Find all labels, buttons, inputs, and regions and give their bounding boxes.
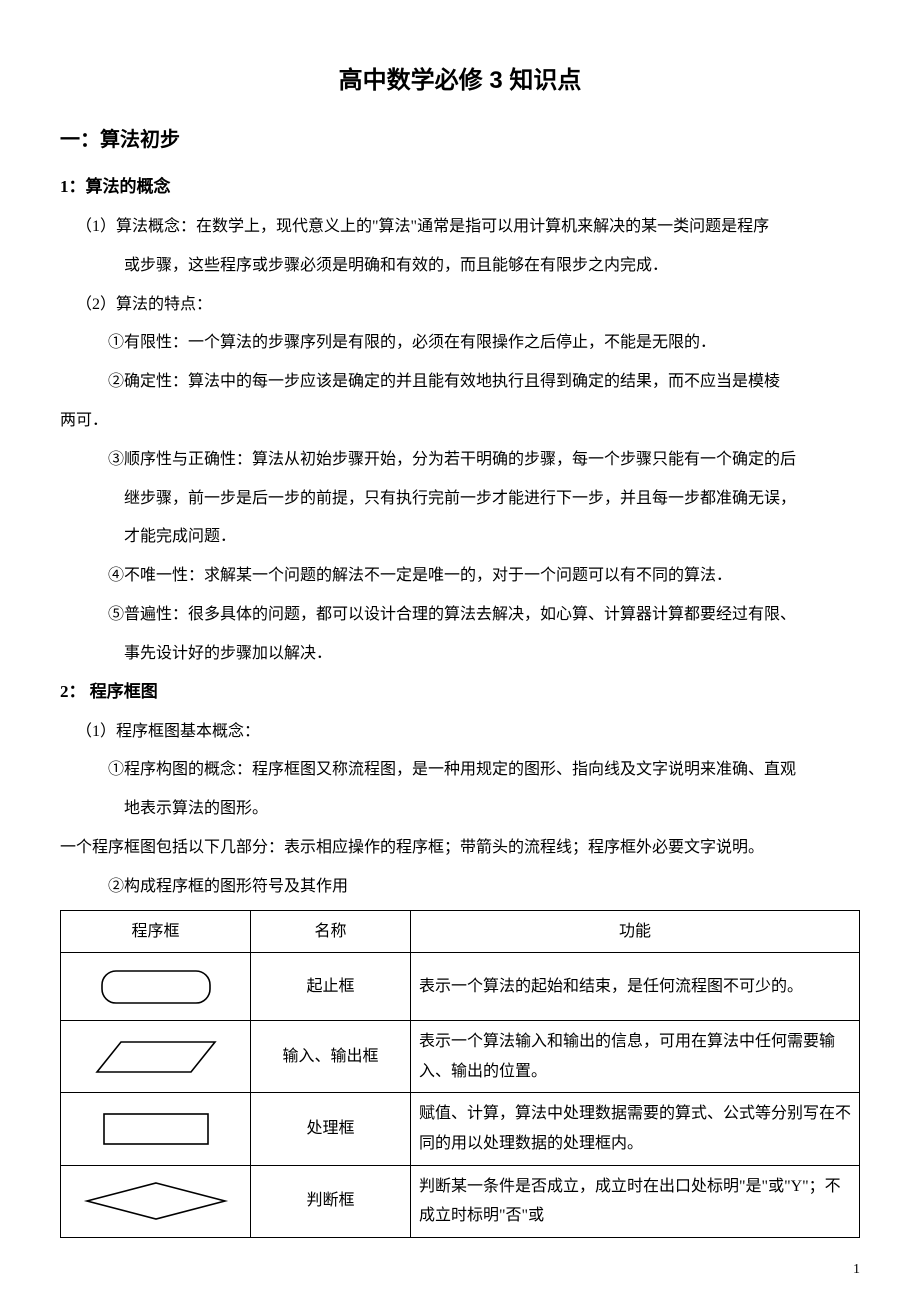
paragraph: ②确定性：算法中的每一步应该是确定的并且能有效地执行且得到确定的结果，而不应当是…	[60, 366, 860, 399]
subsection-heading-1-2: 2： 程序框图	[60, 677, 860, 702]
table-header-cell: 功能	[411, 910, 860, 953]
paragraph: 地表示算法的图形。	[60, 793, 860, 826]
paragraph: 一个程序框图包括以下几部分：表示相应操作的程序框；带箭头的流程线；程序框外必要文…	[60, 832, 860, 865]
name-cell: 处理框	[251, 1093, 411, 1165]
paragraph: ①程序构图的概念：程序框图又称流程图，是一种用规定的图形、指向线及文字说明来准确…	[60, 754, 860, 787]
terminator-shape-icon	[96, 965, 216, 1009]
table-header-row: 程序框 名称 功能	[61, 910, 860, 953]
shape-cell	[61, 1093, 251, 1165]
decision-shape-icon	[81, 1177, 231, 1225]
paragraph: 继步骤，前一步是后一步的前提，只有执行完前一步才能进行下一步，并且每一步都准确无…	[60, 483, 860, 516]
paragraph: ②构成程序框的图形符号及其作用	[60, 871, 860, 904]
io-shape-icon	[91, 1034, 221, 1080]
name-cell: 判断框	[251, 1165, 411, 1237]
shape-cell	[61, 1165, 251, 1237]
paragraph: （1）程序框图基本概念：	[60, 716, 860, 749]
paragraph: 两可．	[60, 405, 860, 438]
section-heading-1: 一：算法初步	[60, 123, 860, 152]
paragraph: （1）算法概念：在数学上，现代意义上的"算法"通常是指可以用计算机来解决的某一类…	[60, 211, 860, 244]
shape-cell	[61, 1021, 251, 1093]
table-header-cell: 名称	[251, 910, 411, 953]
paragraph: 或步骤，这些程序或步骤必须是明确和有效的，而且能够在有限步之内完成．	[60, 250, 860, 283]
func-cell: 赋值、计算，算法中处理数据需要的算式、公式等分别写在不同的用以处理数据的处理框内…	[411, 1093, 860, 1165]
paragraph: ④不唯一性：求解某一个问题的解法不一定是唯一的，对于一个问题可以有不同的算法．	[60, 560, 860, 593]
func-cell: 表示一个算法的起始和结束，是任何流程图不可少的。	[411, 953, 860, 1021]
name-cell: 输入、输出框	[251, 1021, 411, 1093]
table-header-cell: 程序框	[61, 910, 251, 953]
paragraph: 才能完成问题．	[60, 521, 860, 554]
paragraph: ③顺序性与正确性：算法从初始步骤开始，分为若干明确的步骤，每一个步骤只能有一个确…	[60, 444, 860, 477]
table-row: 起止框 表示一个算法的起始和结束，是任何流程图不可少的。	[61, 953, 860, 1021]
table-row: 判断框 判断某一条件是否成立，成立时在出口处标明"是"或"Y"；不成立时标明"否…	[61, 1165, 860, 1237]
table-row: 输入、输出框 表示一个算法输入和输出的信息，可用在算法中任何需要输入、输出的位置…	[61, 1021, 860, 1093]
func-cell: 表示一个算法输入和输出的信息，可用在算法中任何需要输入、输出的位置。	[411, 1021, 860, 1093]
paragraph: ①有限性：一个算法的步骤序列是有限的，必须在有限操作之后停止，不能是无限的．	[60, 327, 860, 360]
paragraph: （2）算法的特点：	[60, 289, 860, 322]
name-cell: 起止框	[251, 953, 411, 1021]
process-shape-icon	[96, 1106, 216, 1152]
subsection-heading-1-1: 1：算法的概念	[60, 172, 860, 197]
shape-cell	[61, 953, 251, 1021]
page-number: 1	[853, 1262, 860, 1278]
paragraph: 事先设计好的步骤加以解决．	[60, 638, 860, 671]
table-row: 处理框 赋值、计算，算法中处理数据需要的算式、公式等分别写在不同的用以处理数据的…	[61, 1093, 860, 1165]
func-cell: 判断某一条件是否成立，成立时在出口处标明"是"或"Y"；不成立时标明"否"或	[411, 1165, 860, 1237]
flowchart-symbols-table: 程序框 名称 功能 起止框 表示一个算法的起始和结束，是任何流程图不可少的。 输…	[60, 910, 860, 1238]
paragraph: ⑤普遍性：很多具体的问题，都可以设计合理的算法去解决，如心算、计算器计算都要经过…	[60, 599, 860, 632]
page-title: 高中数学必修 3 知识点	[60, 60, 860, 95]
